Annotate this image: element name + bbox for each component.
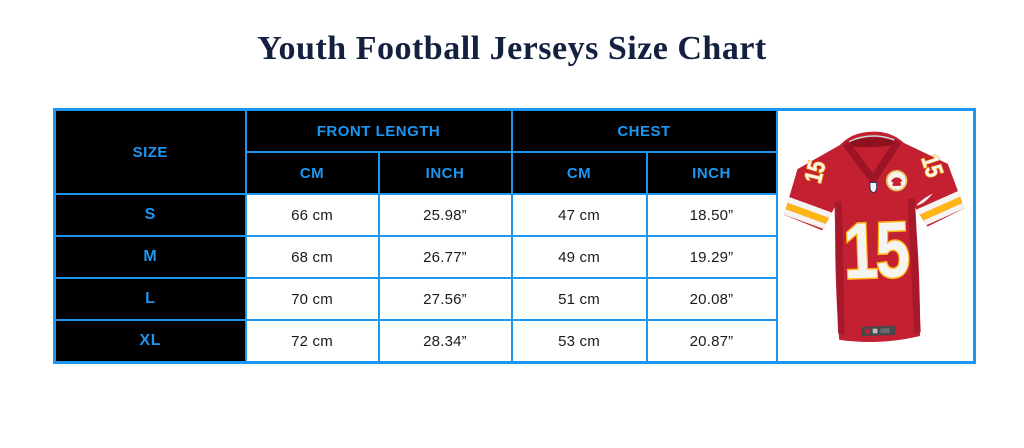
chest-inch-value: 20.08” — [645, 277, 778, 321]
chest-inch-value: 20.87” — [645, 319, 778, 364]
chest-inch-value: 19.29” — [645, 235, 778, 279]
header-row-groups: SIZE FRONT LENGTH CHEST — [53, 108, 976, 364]
column-header-size: SIZE — [53, 108, 247, 195]
front-length-inch-value: 28.34” — [377, 319, 513, 364]
size-label: M — [53, 235, 247, 279]
jersey-graphic-icon: 15 15 15 — [781, 131, 966, 343]
column-header-front-inch: INCH — [377, 151, 513, 195]
front-length-cm-value: 72 cm — [244, 319, 380, 364]
chest-cm-value: 49 cm — [510, 235, 648, 279]
size-label: XL — [53, 319, 247, 364]
front-length-cm-value: 68 cm — [244, 235, 380, 279]
table-row-size-s: S 66 cm 25.98” 47 cm 18.50” — [53, 193, 975, 237]
front-length-cm-value: 66 cm — [244, 193, 380, 237]
front-length-inch-value: 27.56” — [377, 277, 513, 321]
page-title: Youth Football Jerseys Size Chart — [257, 30, 767, 67]
column-header-chest: CHEST — [510, 108, 778, 153]
jersey-image: 15 15 15 — [779, 112, 973, 360]
table-row-size-l: L 70 cm 27.56” 51 cm 20.08” — [53, 277, 975, 321]
column-header-chest-cm: CM — [510, 151, 648, 195]
size-chart-table: SIZE FRONT LENGTH CHEST — [53, 108, 976, 364]
column-header-front-length: FRONT LENGTH — [244, 108, 513, 153]
chest-cm-value: 53 cm — [510, 319, 648, 364]
table-row-size-xl: XL 72 cm 28.34” 53 cm 20.87” — [53, 319, 975, 364]
jersey-chest-number: 15 — [842, 206, 910, 296]
size-chart-page: Youth Football Jerseys Size Chart SIZE F… — [0, 30, 1024, 448]
chest-cm-value: 51 cm — [510, 277, 648, 321]
size-label: S — [53, 193, 247, 237]
column-header-chest-inch: INCH — [645, 151, 778, 195]
front-length-cm-value: 70 cm — [244, 277, 380, 321]
header-row-units: CM INCH CM INCH — [55, 151, 975, 195]
column-header-front-cm: CM — [244, 151, 380, 195]
chest-cm-value: 47 cm — [510, 193, 648, 237]
jersey-image-cell: 15 15 15 — [775, 108, 976, 364]
size-label: L — [53, 277, 247, 321]
chest-inch-value: 18.50” — [645, 193, 778, 237]
front-length-inch-value: 26.77” — [377, 235, 513, 279]
front-length-inch-value: 25.98” — [377, 193, 513, 237]
table-row-size-m: M 68 cm 26.77” 49 cm 19.29” — [53, 235, 975, 279]
